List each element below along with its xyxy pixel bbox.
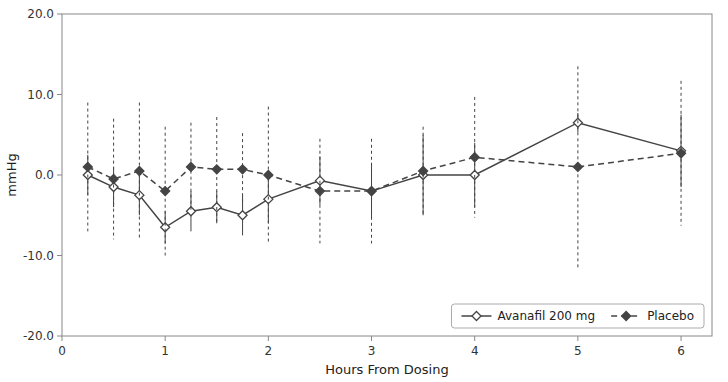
x-tick-label: 4 bbox=[471, 344, 479, 358]
y-tick bbox=[57, 14, 62, 15]
x-tick-label: 1 bbox=[161, 344, 169, 358]
legend: Avanafil 200 mg Placebo bbox=[451, 304, 704, 328]
legend-item: Avanafil 200 mg bbox=[461, 309, 595, 323]
series bbox=[83, 66, 685, 267]
legend-item: Placebo bbox=[611, 309, 694, 323]
series bbox=[83, 113, 685, 243]
point bbox=[186, 162, 195, 171]
point bbox=[238, 211, 247, 220]
x-tick bbox=[371, 336, 372, 341]
data bbox=[83, 66, 685, 267]
point bbox=[677, 149, 686, 158]
x-tick-label: 6 bbox=[677, 344, 685, 358]
point bbox=[135, 166, 144, 175]
y-tick bbox=[57, 175, 62, 176]
y-tick-label: 0.0 bbox=[35, 168, 54, 182]
x-tick-label: 2 bbox=[265, 344, 273, 358]
point bbox=[470, 153, 479, 162]
point bbox=[212, 165, 221, 174]
y-tick bbox=[57, 94, 62, 95]
y-tick-label: -10.0 bbox=[23, 249, 54, 263]
legend-label: Avanafil 200 mg bbox=[497, 309, 595, 323]
x-tick bbox=[165, 336, 166, 341]
y-tick-label: 10.0 bbox=[27, 88, 54, 102]
x-tick-label: 0 bbox=[58, 344, 66, 358]
y-tick bbox=[57, 336, 62, 337]
series-line bbox=[88, 153, 681, 191]
x-tick-label: 5 bbox=[574, 344, 582, 358]
point bbox=[161, 187, 170, 196]
y-tick-label: -20.0 bbox=[23, 329, 54, 343]
point bbox=[238, 165, 247, 174]
series-line bbox=[88, 123, 681, 228]
point bbox=[573, 162, 582, 171]
x-axis-label: Hours From Dosing bbox=[325, 362, 448, 377]
legend-marker bbox=[472, 312, 481, 321]
legend-marker bbox=[622, 312, 631, 321]
x-tick bbox=[474, 336, 475, 341]
point bbox=[315, 187, 324, 196]
point bbox=[83, 162, 92, 171]
y-tick-label: 20.0 bbox=[27, 7, 54, 21]
point bbox=[367, 187, 376, 196]
point bbox=[419, 166, 428, 175]
legend-box bbox=[451, 304, 704, 328]
x-tick bbox=[62, 336, 63, 341]
chart: 0 1 2 3 4 5 6 -20.0 -10.0 0.0 10.0 20.0 Hours From D… bbox=[0, 0, 728, 382]
x-tick bbox=[577, 336, 578, 341]
x-tick bbox=[268, 336, 269, 341]
y-tick bbox=[57, 255, 62, 256]
point bbox=[264, 171, 273, 180]
point bbox=[367, 187, 376, 196]
x-tick-label: 3 bbox=[368, 344, 376, 358]
legend-label: Placebo bbox=[647, 309, 694, 323]
x-tick bbox=[681, 336, 682, 341]
plot-frame bbox=[62, 14, 712, 336]
point bbox=[109, 175, 118, 184]
y-axis-label: mmHg bbox=[4, 153, 19, 196]
